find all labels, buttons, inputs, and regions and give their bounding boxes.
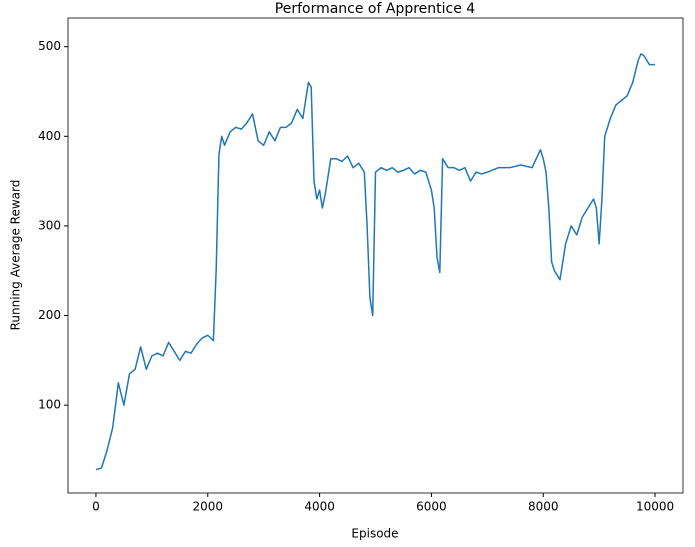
x-tick-label: 0: [92, 500, 100, 514]
x-axis-label: Episode: [351, 527, 398, 541]
data-line: [95, 53, 656, 471]
x-tick-label: 10000: [636, 500, 674, 514]
plot-frame: [67, 17, 684, 494]
y-tick-label: 300: [38, 218, 61, 232]
x-tick-label: 4000: [304, 500, 335, 514]
x-tick-label: 6000: [416, 500, 447, 514]
y-tick-label: 200: [38, 308, 61, 322]
x-tick-label: 8000: [528, 500, 559, 514]
y-tick-label: 100: [38, 398, 61, 412]
y-axis-label: Running Average Reward: [9, 180, 23, 331]
x-tick-label: 2000: [192, 500, 223, 514]
y-tick-label: 500: [38, 39, 61, 53]
y-tick-label: 400: [38, 129, 61, 143]
chart-title: Performance of Apprentice 4: [275, 1, 476, 17]
